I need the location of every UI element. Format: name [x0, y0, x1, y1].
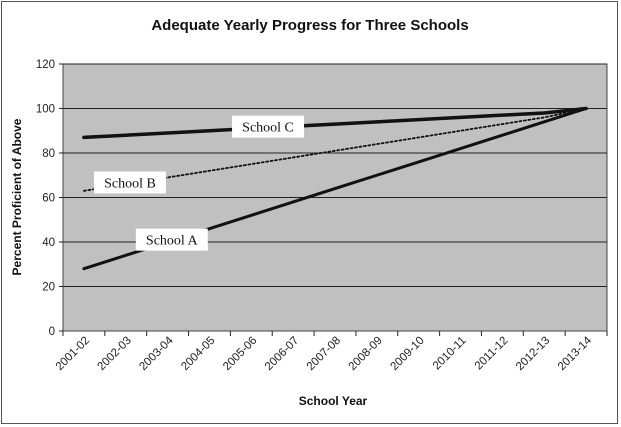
x-tick-label: 2003-04 [137, 334, 176, 373]
x-tick-label: 2013-14 [556, 334, 595, 373]
x-tick-label: 2005-06 [221, 335, 259, 373]
y-tick-label: 20 [42, 282, 55, 294]
y-axis-title: Percent Proficient of Above [10, 118, 24, 275]
y-tick-label: 60 [42, 193, 55, 205]
x-tick-label: 2011-12 [473, 335, 511, 373]
x-axis-ticks: 2001-02 2002-03 2003-04 2004-05 2005-06 2006-… [54, 331, 608, 373]
series-line-school-c [82, 106, 588, 140]
x-tick-label: 2010-11 [431, 335, 469, 373]
x-tick-label: 2004-05 [179, 335, 217, 373]
svg-text:School C: School C [242, 121, 294, 136]
y-tick-label: 0 [49, 326, 55, 338]
y-tick-label: 120 [36, 59, 55, 71]
series-label-school-b: School B [93, 171, 166, 194]
series-label-school-a: School A [135, 228, 208, 251]
x-tick-label: 2009-10 [388, 335, 426, 373]
y-tick-label: 100 [36, 104, 55, 116]
x-tick-label: 2001-02 [54, 335, 92, 373]
y-tick-label: 80 [42, 148, 55, 160]
series-label-school-c: School C [232, 115, 305, 138]
x-tick-label: 2007-08 [305, 335, 343, 373]
x-axis-title: School Year [299, 394, 368, 408]
chart-title: Adequate Yearly Progress for Three Schoo… [151, 17, 468, 34]
series-line-school-b [83, 107, 587, 192]
y-axis-ticks: 0 20 40 60 80 100 120 [36, 59, 63, 338]
svg-text:School A: School A [146, 234, 199, 249]
x-tick-label: 2012-13 [514, 335, 552, 373]
x-tick-label: 2006-07 [263, 335, 301, 373]
y-tick-label: 40 [42, 237, 55, 249]
series-labels: School A School B School C [93, 115, 305, 251]
x-tick-label: 2002-03 [96, 335, 134, 373]
svg-text:School B: School B [104, 176, 156, 191]
x-tick-label: 2008-09 [347, 335, 385, 373]
